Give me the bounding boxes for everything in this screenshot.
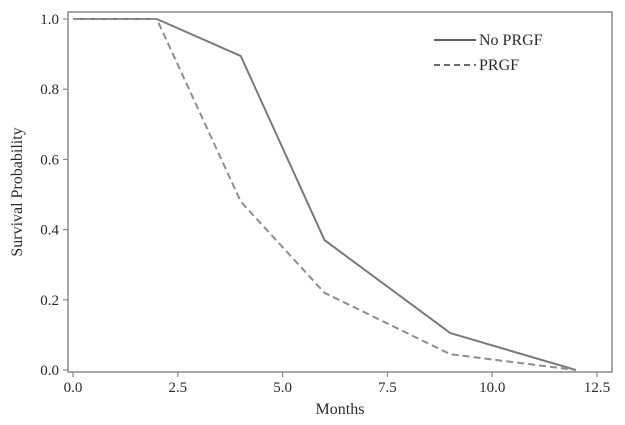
y-tick-label: 0.4 (40, 223, 59, 239)
x-tick-label: 7.5 (378, 380, 397, 396)
plot-border (67, 11, 613, 373)
series-line-prgf (73, 18, 577, 371)
plot-frame (67, 11, 613, 373)
y-tick-label: 0.6 (40, 152, 59, 168)
x-axis-ticks: 0.0 2.5 5.0 7.5 10.0 12.5 (64, 372, 610, 396)
y-tick-label: 0.2 (40, 293, 59, 309)
legend: No PRGF PRGF (434, 32, 543, 74)
x-tick-label: 2.5 (168, 380, 187, 396)
x-axis-title: Months (316, 401, 365, 418)
y-tick-label: 0.8 (40, 82, 59, 98)
x-tick-label: 5.0 (273, 380, 292, 396)
x-tick-label: 10.0 (479, 380, 505, 396)
y-axis-ticks: 0.0 0.2 0.4 0.6 0.8 1.0 (40, 12, 68, 379)
y-tick-label: 1.0 (40, 12, 59, 28)
x-tick-label: 12.5 (584, 380, 610, 396)
y-tick-label: 0.0 (40, 363, 59, 379)
legend-label: No PRGF (479, 32, 543, 49)
x-tick-label: 0.0 (64, 380, 83, 396)
legend-label: PRGF (479, 57, 519, 74)
y-axis-title: Survival Probability (9, 127, 26, 256)
series-layer (73, 18, 577, 371)
